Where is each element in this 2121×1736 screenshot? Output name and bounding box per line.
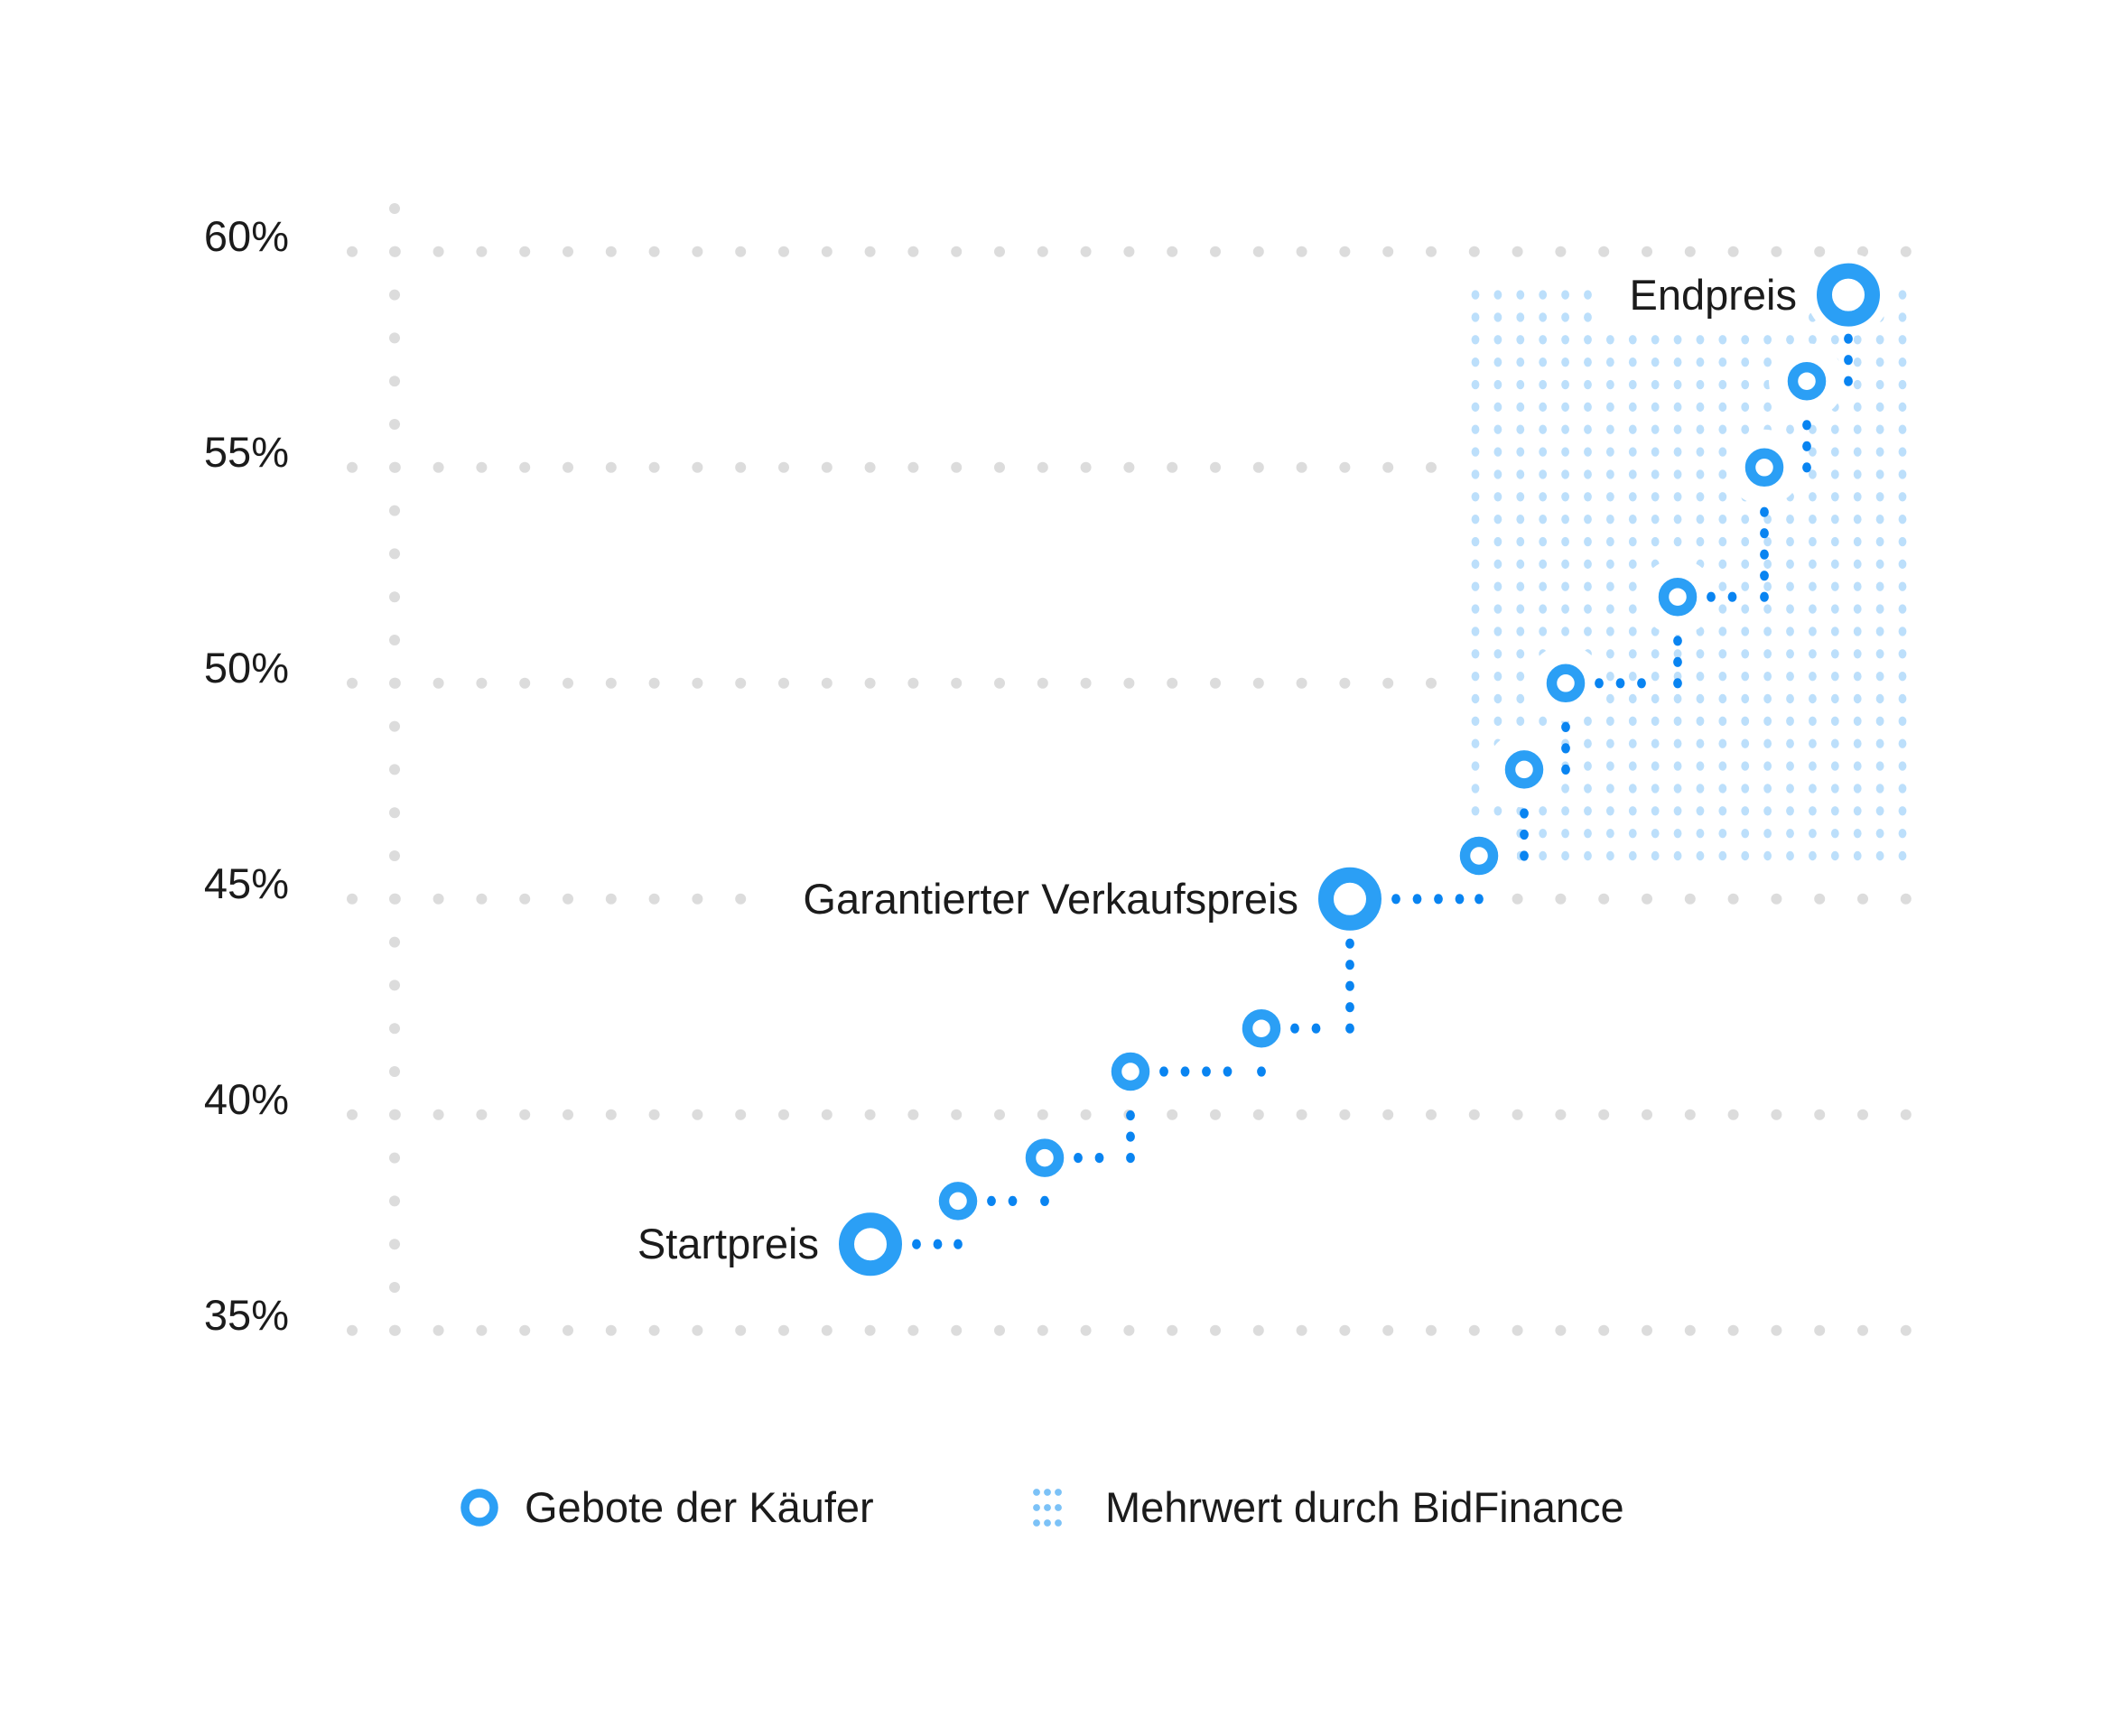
y-axis-tick-60: 60% <box>203 211 289 260</box>
legend-label-added-value: Mehrwert durch BidFinance <box>1105 1483 1624 1531</box>
y-axis-tick-35: 35% <box>203 1290 289 1339</box>
y-axis-tick-55: 55% <box>203 427 289 476</box>
endpreis-label: Endpreis <box>1602 266 1808 323</box>
y-axis-tick-40: 40% <box>203 1074 289 1123</box>
y-axis-tick-45: 45% <box>203 859 289 907</box>
legend-label-bids: Gebote der Käufer <box>525 1483 874 1531</box>
y-axis-tick-50: 50% <box>203 643 289 692</box>
garantierter-verkaufspreis-label: Garantierter Verkaufspreis <box>776 870 1309 927</box>
ring-icon <box>460 1489 498 1527</box>
startpreis-label: Startpreis <box>609 1216 830 1273</box>
dot-grid-icon <box>1033 1489 1062 1527</box>
